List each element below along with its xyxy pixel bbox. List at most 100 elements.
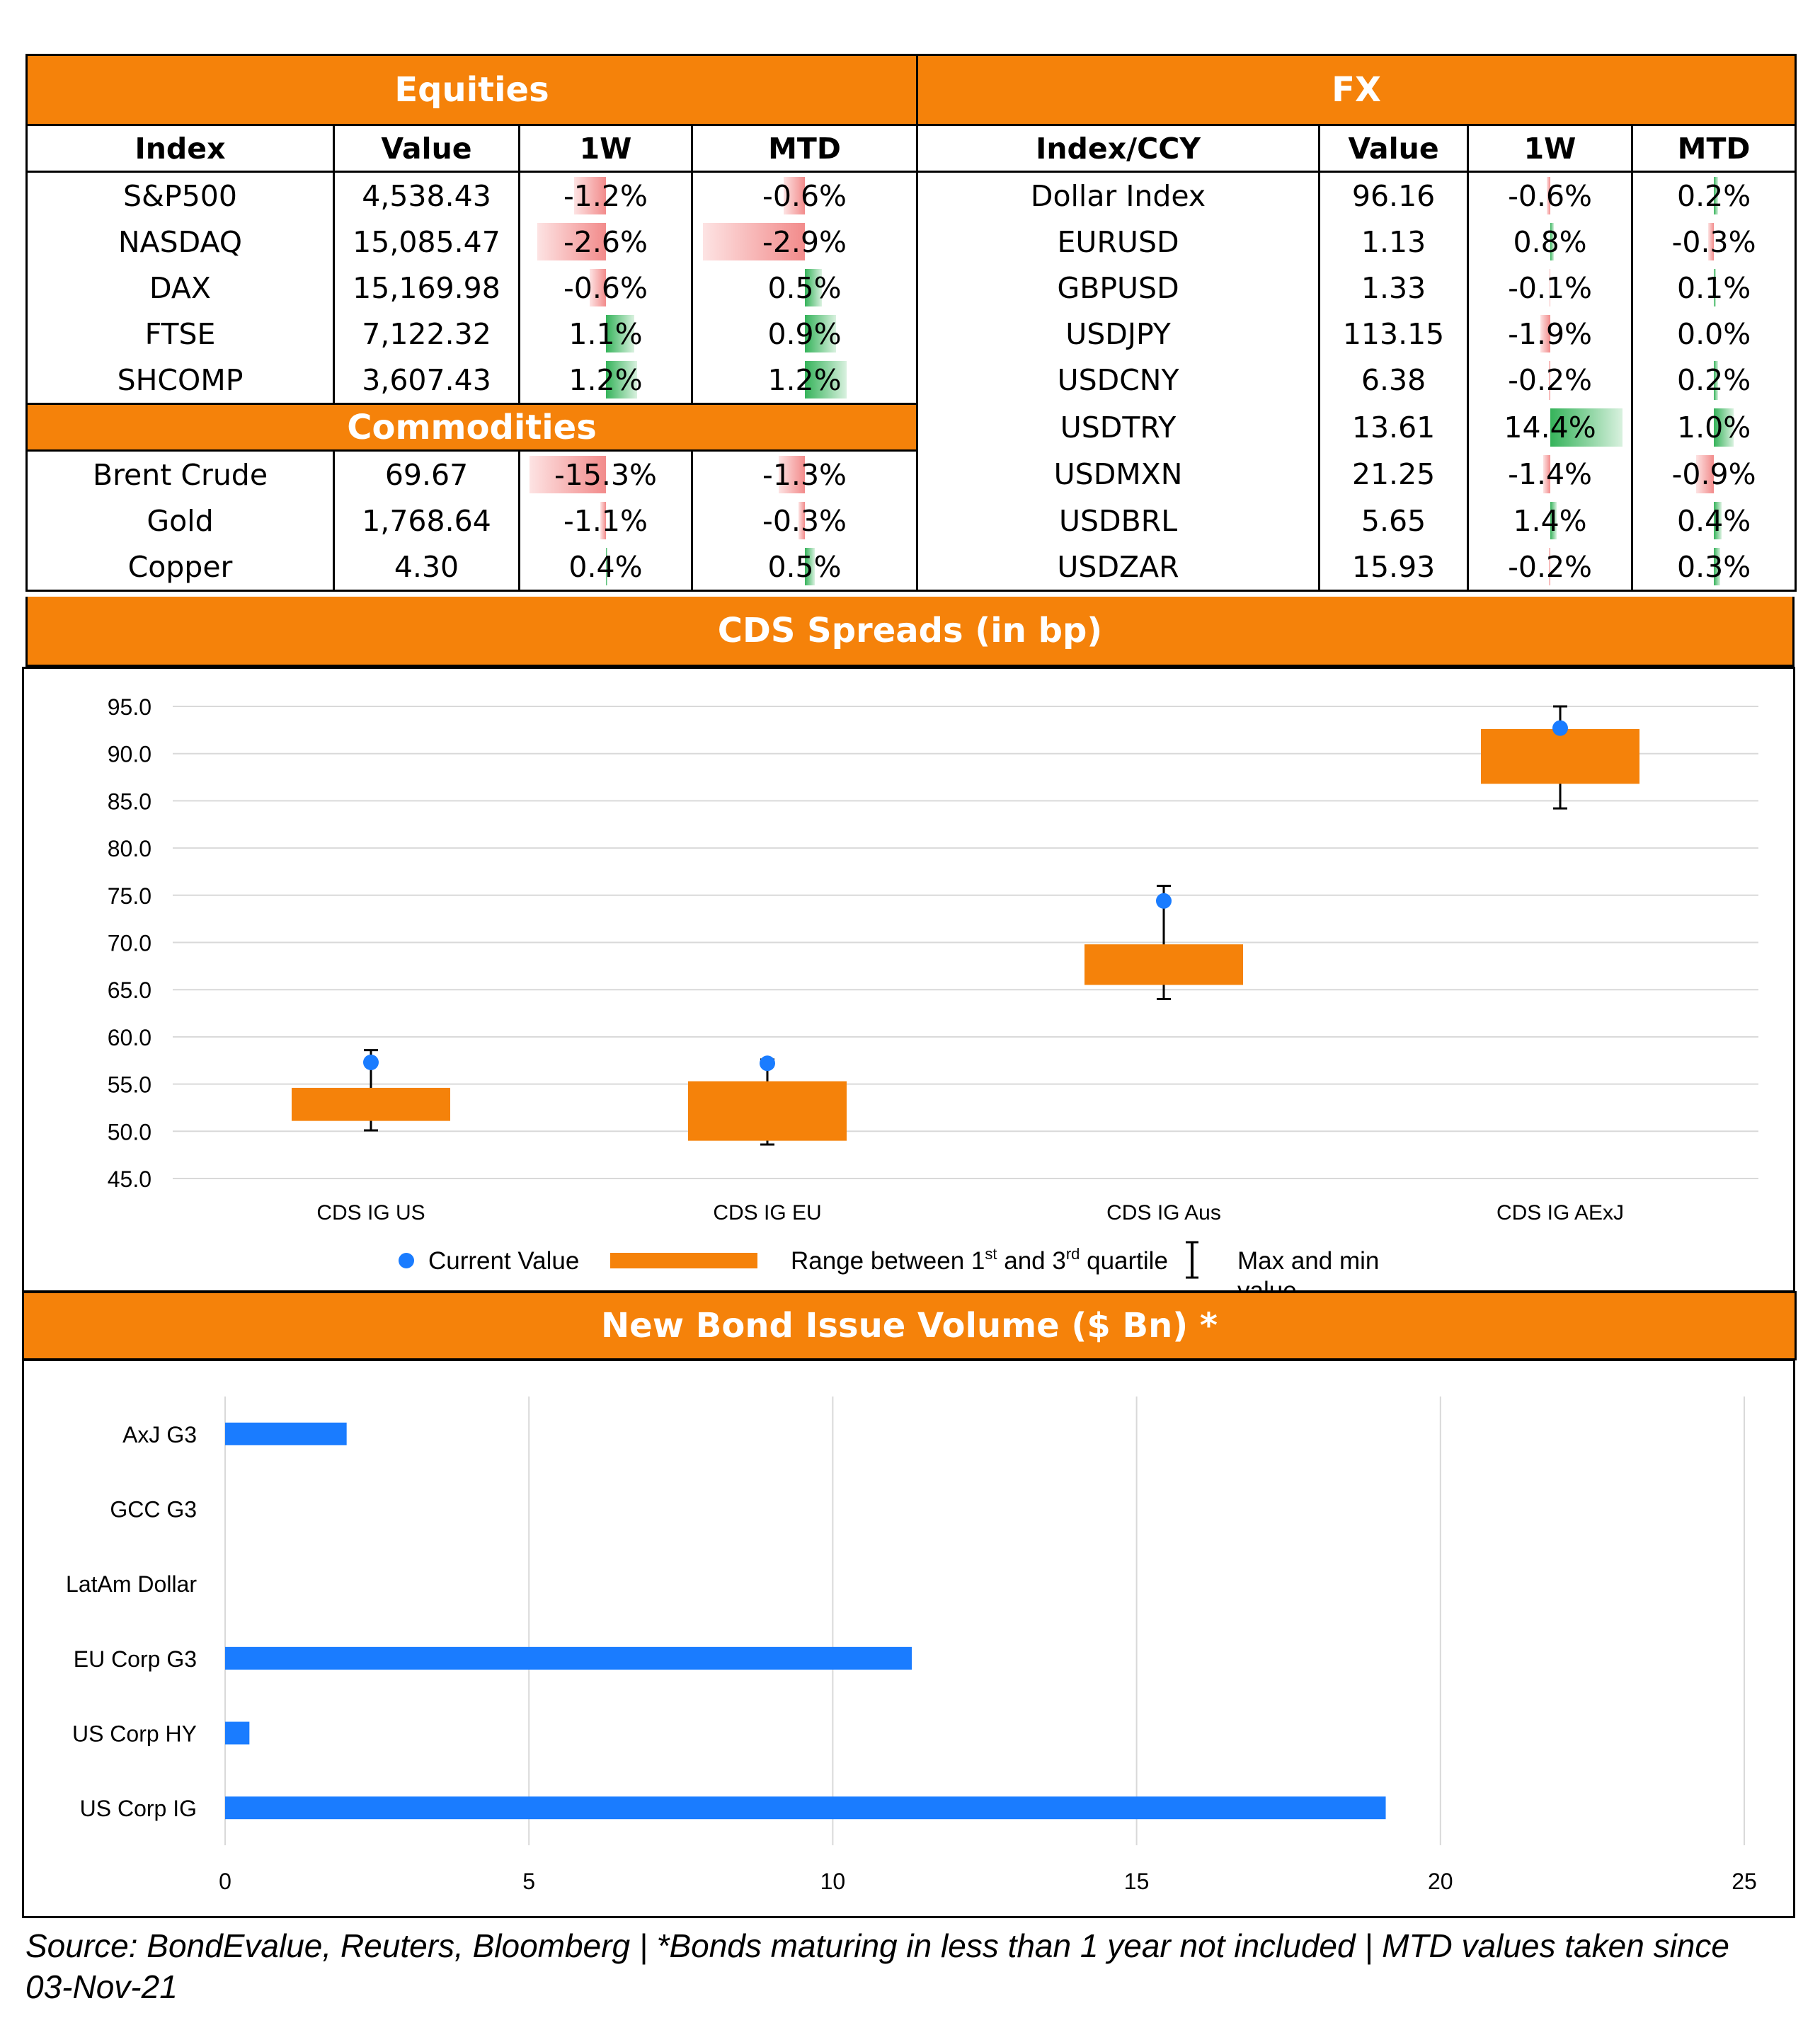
change-1w: 14.4% <box>1467 403 1634 451</box>
pct-value: -0.3% <box>1671 224 1756 259</box>
change-mtd: 0.2% <box>1631 357 1797 404</box>
databar <box>1714 502 1722 539</box>
x-category-label: CDS IG Aus <box>1106 1201 1221 1225</box>
pct-value: -1.1% <box>563 503 648 538</box>
pct-value: 1.4% <box>1513 503 1587 538</box>
equities-col-header: MTD <box>690 124 919 173</box>
databar <box>605 315 635 352</box>
index-value: 4,538.43 <box>333 171 520 219</box>
change-mtd: 0.2% <box>1631 171 1797 219</box>
pct-value: 1.2% <box>568 362 643 397</box>
change-mtd: -0.9% <box>1631 450 1797 498</box>
y-category-label: EU Corp G3 <box>74 1646 197 1672</box>
change-mtd: -0.6% <box>690 171 919 219</box>
pct-value: -0.2% <box>1508 549 1593 584</box>
databar <box>1540 315 1550 352</box>
x-tick-label: 5 <box>522 1869 535 1894</box>
change-1w: -0.1% <box>1467 265 1634 311</box>
ccy-name: USDCNY <box>916 357 1321 404</box>
ccy-name: USDTRY <box>916 403 1321 451</box>
pct-value: 0.5% <box>767 270 842 305</box>
legend-range-part: Range between 1 <box>791 1247 985 1275</box>
pct-value: 1.1% <box>568 316 643 351</box>
y-category-label: US Corp HY <box>72 1721 197 1747</box>
cds-title-band: CDS Spreads (in bp) <box>25 597 1795 667</box>
index-name: NASDAQ <box>25 219 335 265</box>
bar <box>225 1422 347 1445</box>
ccy-value: 1.33 <box>1318 265 1470 311</box>
x-category-label: CDS IG US <box>316 1201 425 1225</box>
bar <box>225 1646 912 1670</box>
bond-chart: 0 5 10 15 20 25 AxJ G3 GCC G3 LatAm Dollar EU Cor… <box>22 1359 1795 1918</box>
quartile-box <box>1481 729 1639 784</box>
pct-value: 0.1% <box>1676 270 1751 305</box>
ccy-name: EURUSD <box>916 219 1321 265</box>
ccy-name: Dollar Index <box>916 171 1321 219</box>
y-category-label: AxJ G3 <box>122 1422 197 1447</box>
databar <box>1550 408 1622 447</box>
index-name: S&P500 <box>25 171 335 219</box>
change-1w: -2.6% <box>518 219 693 265</box>
commodities-header: Commodities <box>25 403 919 452</box>
index-name: DAX <box>25 265 335 311</box>
pct-value: 14.4% <box>1504 410 1596 445</box>
x-tick-label: 25 <box>1732 1869 1757 1894</box>
ccy-value: 1.13 <box>1318 219 1470 265</box>
ccy-name: USDMXN <box>916 450 1321 498</box>
change-1w: 1.1% <box>518 311 693 357</box>
change-1w: 1.4% <box>1467 498 1634 544</box>
legend-maxmin-label: Max and min <box>1237 1247 1379 1275</box>
equities-header: Equities <box>25 54 919 126</box>
y-tick-label: 80.0 <box>108 836 151 861</box>
databar <box>703 223 805 260</box>
equities-col-header: Value <box>333 124 520 173</box>
index-name: Gold <box>25 498 335 544</box>
markets-table: Equities FX Index Value 1W MTD Index/CCY Valu… <box>25 54 1797 592</box>
pct-value: -1.4% <box>1508 457 1593 491</box>
equities-col-header: 1W <box>518 124 693 173</box>
databar <box>804 269 823 306</box>
index-name: SHCOMP <box>25 357 335 404</box>
bond-title-band: New Bond Issue Volume ($ Bn) * <box>22 1291 1797 1360</box>
legend-range-label: Range between 1st and 3rd quartile <box>791 1245 1168 1275</box>
index-value: 4.30 <box>333 544 520 592</box>
index-value: 3,607.43 <box>333 357 520 404</box>
bar <box>225 1721 250 1745</box>
legend-range-part: rd <box>1066 1245 1080 1263</box>
databar <box>1714 548 1720 585</box>
databar <box>1550 502 1557 539</box>
legend-range-part: st <box>985 1245 997 1263</box>
y-category-label: LatAm Dollar <box>66 1571 197 1597</box>
y-category-label: US Corp IG <box>80 1796 197 1821</box>
index-value: 7,122.32 <box>333 311 520 357</box>
change-1w: -1.2% <box>518 171 693 219</box>
databar <box>1549 361 1550 400</box>
index-value: 15,169.98 <box>333 265 520 311</box>
index-name: FTSE <box>25 311 335 357</box>
databar <box>799 502 805 539</box>
databar <box>783 177 805 214</box>
change-mtd: 0.3% <box>1631 544 1797 592</box>
change-1w: -0.6% <box>518 265 693 311</box>
pct-value: -0.6% <box>762 178 847 213</box>
y-tick-label: 95.0 <box>108 694 151 720</box>
pct-value: 0.4% <box>568 549 643 584</box>
y-tick-label: 50.0 <box>108 1119 151 1145</box>
pct-value: 1.0% <box>1676 410 1751 445</box>
databar <box>778 456 805 493</box>
ccy-value: 21.25 <box>1318 450 1470 498</box>
y-tick-label: 45.0 <box>108 1166 151 1192</box>
databar <box>573 177 606 214</box>
y-tick-label: 90.0 <box>108 742 151 767</box>
index-value: 15,085.47 <box>333 219 520 265</box>
index-name: Copper <box>25 544 335 592</box>
change-mtd: 0.1% <box>1631 265 1797 311</box>
legend-current-marker <box>399 1253 414 1268</box>
legend-current-label: Current Value <box>428 1247 579 1275</box>
pct-value: 0.8% <box>1513 224 1587 259</box>
pct-value: 0.2% <box>1676 363 1751 398</box>
databar <box>1714 269 1716 306</box>
bar <box>225 1796 1386 1820</box>
databar <box>1707 223 1715 260</box>
change-mtd: 1.0% <box>1631 403 1797 451</box>
